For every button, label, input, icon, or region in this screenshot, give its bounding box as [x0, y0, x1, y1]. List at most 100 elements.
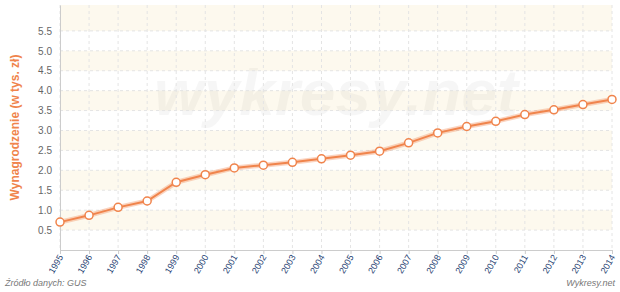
- tick: 3.5: [38, 105, 60, 116]
- grid-line: [612, 5, 613, 250]
- line: [60, 99, 612, 222]
- tick: 2007: [395, 250, 414, 275]
- line-glow: [60, 99, 612, 222]
- grid-line: [495, 5, 496, 250]
- marker: [434, 129, 442, 137]
- watermark: wykresy.net: [154, 57, 521, 129]
- tick-label: 1996: [76, 253, 95, 275]
- tick: 2.5: [38, 145, 60, 156]
- marker: [347, 151, 355, 159]
- tick: 2004: [308, 250, 327, 275]
- tick-label: 2003: [279, 253, 298, 275]
- tick: 2009: [453, 250, 472, 275]
- grid-line: [60, 190, 612, 191]
- tick-label: 2014: [599, 253, 618, 275]
- marker: [172, 178, 180, 186]
- tick: 2003: [279, 250, 298, 275]
- plot-background: [60, 5, 612, 250]
- grid-line: [205, 5, 206, 250]
- tick-mark: [554, 250, 555, 254]
- marker: [230, 164, 238, 172]
- tick: 5.5: [38, 26, 60, 37]
- tick: 2006: [366, 250, 385, 275]
- tick-mark: [409, 250, 410, 254]
- grid-line: [147, 5, 148, 250]
- tick: 2002: [250, 250, 269, 275]
- tick-label: 2012: [540, 253, 559, 275]
- grid-line: [60, 210, 612, 211]
- tick: 2012: [540, 250, 559, 275]
- grid-line: [263, 5, 264, 250]
- tick-mark: [525, 250, 526, 254]
- tick-mark: [234, 250, 235, 254]
- chart: wykresy.net 0.5 1.0 1.5 2.0 2.5 3.0 3.5 4.0 4.5 5.…: [0, 0, 620, 292]
- grid-line: [379, 5, 380, 250]
- tick-label: 1.0: [38, 205, 52, 216]
- tick: 1.5: [38, 185, 60, 196]
- grid-line: [176, 5, 177, 250]
- tick: 1.0: [38, 205, 60, 216]
- tick: 2.0: [38, 165, 60, 176]
- marker: [376, 147, 384, 155]
- tick: 1996: [76, 250, 95, 275]
- marker: [56, 218, 64, 226]
- grid-line: [408, 5, 409, 250]
- tick-label: 0.5: [38, 225, 52, 236]
- grid-line: [60, 230, 612, 231]
- tick-label: 2.0: [38, 165, 52, 176]
- tick-label: 2007: [395, 253, 414, 275]
- tick-label: 2005: [337, 253, 356, 275]
- y-axis-title: Wynagrodzenie (w tys. zł): [8, 55, 22, 201]
- tick-label: 1999: [163, 253, 182, 275]
- plot-area: [60, 5, 612, 250]
- tick-label: 3.0: [38, 125, 52, 136]
- tick: 2000: [192, 250, 211, 275]
- tick-label: 2002: [250, 253, 269, 275]
- tick-mark: [496, 250, 497, 254]
- grid-line: [524, 5, 525, 250]
- tick: 5.0: [38, 46, 60, 57]
- tick: 4.0: [38, 85, 60, 96]
- tick: 1995: [47, 250, 66, 275]
- grid-line: [60, 5, 61, 250]
- tick-label: 2008: [424, 253, 443, 275]
- marker: [550, 106, 558, 114]
- tick-label: 1998: [134, 253, 153, 275]
- source-note: Źródło danych: GUS: [4, 278, 87, 288]
- grid-line: [60, 150, 612, 151]
- tick-label: 2.5: [38, 145, 52, 156]
- marker: [85, 211, 93, 219]
- tick-label: 2009: [453, 253, 472, 275]
- tick-mark: [467, 250, 468, 254]
- tick: 1997: [105, 250, 124, 275]
- tick-mark: [176, 250, 177, 254]
- grid-line: [60, 170, 612, 171]
- tick-mark: [292, 250, 293, 254]
- tick: 4.5: [38, 65, 60, 76]
- grid-line: [60, 130, 612, 131]
- tick-label: 2006: [366, 253, 385, 275]
- plot-band: [60, 5, 612, 31]
- tick-label: 2000: [192, 253, 211, 275]
- tick-mark: [351, 250, 352, 254]
- grid-line: [60, 110, 612, 111]
- tick-mark: [263, 250, 264, 254]
- tick: 2008: [424, 250, 443, 275]
- tick: 0.5: [38, 225, 60, 236]
- grid-line: [350, 5, 351, 250]
- tick-label: 1997: [105, 253, 124, 275]
- grid-line: [437, 5, 438, 250]
- axis-line: [60, 6, 61, 251]
- tick-label: 2013: [570, 253, 589, 275]
- tick-label: 1.5: [38, 185, 52, 196]
- tick: 2013: [570, 250, 589, 275]
- tick-label: 2011: [512, 253, 530, 275]
- grid-line: [553, 5, 554, 250]
- marker: [492, 117, 500, 125]
- grid-line: [234, 5, 235, 250]
- tick-label: 4.5: [38, 65, 52, 76]
- tick: 3.0: [38, 125, 60, 136]
- marker: [114, 203, 122, 211]
- tick-label: 5.0: [38, 46, 52, 57]
- marker: [608, 95, 616, 103]
